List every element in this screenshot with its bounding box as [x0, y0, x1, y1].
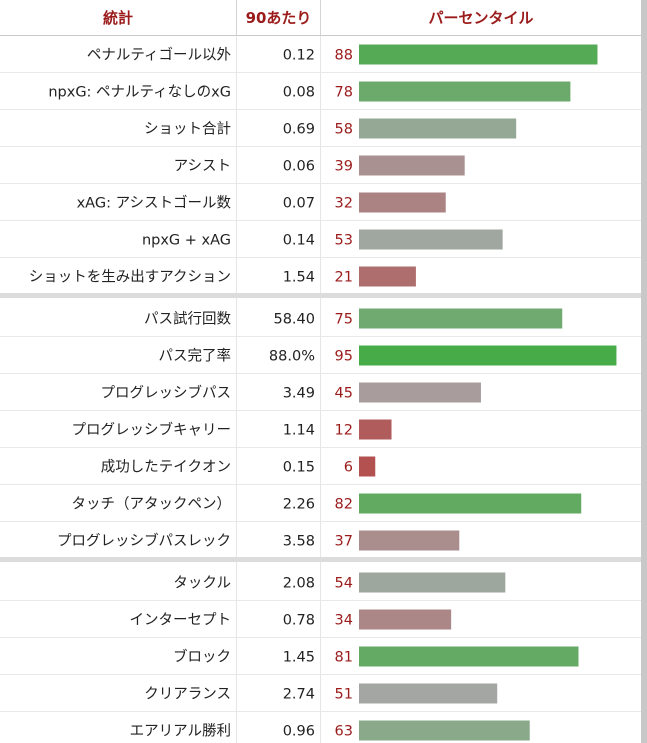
stat-label: xAG: アシストゴール数 [77, 194, 232, 212]
per90-value: 1.45 [283, 650, 315, 666]
percentile-label: 32 [335, 196, 353, 212]
per90-value: 0.69 [283, 122, 315, 138]
stat-label: アシスト [174, 159, 231, 175]
per90-value: 1.14 [283, 423, 315, 439]
percentile-bar [359, 493, 582, 514]
stat-label: エアリアル勝利 [130, 723, 231, 740]
per90-value: 0.96 [283, 724, 315, 740]
per90-value: 3.49 [283, 386, 315, 402]
stat-label: ブロック [173, 648, 231, 666]
per90-value: 88.0% [269, 349, 315, 365]
stat-label: 成功したテイクオン [101, 459, 231, 476]
per90-value: 2.26 [283, 497, 315, 513]
per90-value: 0.08 [283, 85, 315, 101]
percentile-label: 82 [335, 497, 353, 513]
percentile-bar [359, 609, 452, 630]
column-divider [236, 36, 237, 743]
stat-label: クリアランス [144, 686, 231, 703]
per90-value: 3.58 [283, 534, 315, 550]
percentile-label: 75 [335, 312, 353, 328]
per90-value: 0.78 [283, 613, 315, 629]
stat-label: パス完了率 [159, 348, 232, 365]
group-separator [0, 293, 641, 298]
percentile-label: 88 [335, 48, 353, 64]
stat-label: インターセプト [130, 612, 232, 629]
percentile-label: 12 [335, 423, 353, 439]
scrollbar-edge [641, 0, 647, 743]
stat-label: npxG + xAG [142, 233, 231, 249]
percentile-label: 51 [335, 687, 353, 703]
percentile-label: 81 [335, 650, 353, 666]
stat-label: プログレッシブキャリー [72, 421, 232, 439]
per90-value: 0.12 [283, 48, 315, 64]
percentile-bar [359, 345, 617, 366]
stat-label: プログレッシブパスレック [57, 532, 231, 550]
percentile-bar [359, 266, 416, 287]
per90-value: 58.40 [273, 312, 315, 328]
percentile-bar [359, 192, 446, 213]
group-separator [0, 557, 641, 562]
percentile-bar [359, 530, 460, 551]
percentile-bar [359, 118, 517, 139]
per90-value: 2.08 [283, 576, 315, 592]
percentile-bar [359, 683, 498, 704]
stat-label: ショットを生み出すアクション [29, 269, 231, 286]
percentile-label: 78 [335, 85, 353, 101]
per90-value: 1.54 [283, 270, 315, 286]
per90-value: 2.74 [283, 687, 315, 703]
percentile-bar [359, 308, 563, 329]
percentile-label: 63 [335, 724, 353, 740]
stat-label: プログレッシブパス [101, 384, 232, 402]
percentile-bar [359, 229, 503, 250]
stat-label: タックル [173, 575, 231, 592]
per90-value: 0.07 [283, 196, 315, 212]
percentile-bar [359, 456, 376, 477]
percentile-label: 95 [335, 349, 353, 365]
percentile-bar [359, 382, 481, 403]
stat-label: パス試行回数 [144, 311, 231, 328]
percentile-label: 6 [344, 460, 353, 476]
stat-label: タッチ（アタックペン） [72, 496, 232, 513]
stat-label: ショット合計 [144, 121, 231, 138]
percentile-label: 54 [335, 576, 353, 592]
stat-label: ペナルティゴール以外 [87, 46, 231, 64]
per90-value: 0.15 [283, 460, 315, 476]
header-percentile: パーセンタイル [320, 0, 641, 36]
percentile-bar [359, 720, 530, 741]
percentile-label: 58 [335, 122, 353, 138]
per90-value: 0.14 [283, 233, 315, 249]
stat-label: npxG: ペナルティなしのxG [48, 84, 231, 101]
percentile-label: 37 [335, 534, 353, 550]
percentile-bar [359, 572, 506, 593]
percentile-bar [359, 44, 598, 65]
percentile-label: 21 [335, 270, 353, 286]
percentile-label: 34 [335, 613, 353, 629]
percentile-bar [359, 81, 571, 102]
column-divider [320, 36, 321, 743]
percentile-label: 45 [335, 386, 353, 402]
header-stat: 統計 [0, 0, 236, 36]
per90-value: 0.06 [283, 159, 315, 175]
header-per90: 90あたり [236, 0, 320, 36]
percentile-label: 39 [335, 159, 353, 175]
percentile-bar [359, 155, 465, 176]
percentile-bar [359, 646, 579, 667]
percentile-label: 53 [335, 233, 353, 249]
percentile-bar [359, 419, 392, 440]
